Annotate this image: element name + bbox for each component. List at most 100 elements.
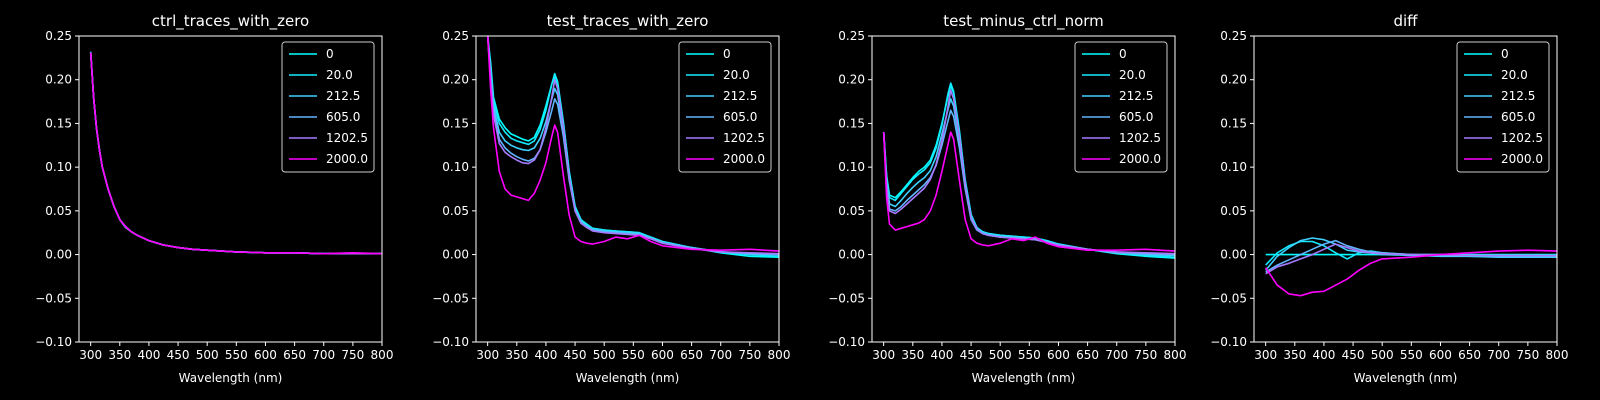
- legend-label: 1202.5: [723, 131, 765, 145]
- series-line-20-0: [1265, 240, 1557, 266]
- x-tick-label: 700: [1487, 348, 1510, 362]
- legend-label: 2000.0: [723, 152, 765, 166]
- x-tick-label: 300: [79, 348, 102, 362]
- chart-title: ctrl_traces_with_zero: [152, 12, 309, 31]
- x-tick-label: 600: [1047, 348, 1070, 362]
- x-tick-label: 550: [1018, 348, 1041, 362]
- legend-label: 212.5: [1119, 89, 1153, 103]
- legend-label: 2000.0: [1501, 152, 1543, 166]
- legend-label: 2000.0: [326, 152, 368, 166]
- series-line-2000-0: [486, 36, 779, 252]
- legend-label: 212.5: [723, 89, 757, 103]
- x-tick-label: 800: [768, 348, 791, 362]
- x-tick-label: 400: [534, 348, 557, 362]
- y-tick-label: 0.05: [1220, 204, 1247, 218]
- chart-panel-1: ctrl_traces_with_zero 300 350 400 450 500 550 6…: [35, 12, 393, 385]
- chart-title: test_minus_ctrl_norm: [943, 12, 1104, 31]
- axes-frame: [871, 35, 1176, 343]
- chart-panel-2: test_traces_with_zero 300 350 400 450 500 550 6…: [432, 12, 790, 385]
- x-tick-label: 600: [254, 348, 277, 362]
- x-tick-label: 500: [989, 348, 1012, 362]
- y-tick-label: 0.20: [838, 73, 865, 87]
- chart-title: diff: [1393, 12, 1418, 30]
- x-tick-label: 650: [283, 348, 306, 362]
- x-tick-label: 500: [196, 348, 219, 362]
- x-tick-label: 450: [1342, 348, 1365, 362]
- y-tick-label: −0.10: [1210, 335, 1247, 349]
- y-tick-label: 0.00: [838, 248, 865, 262]
- x-tick-label: 750: [1516, 348, 1539, 362]
- y-tick-label: 0.05: [45, 204, 72, 218]
- chart-title: test_traces_with_zero: [547, 12, 709, 31]
- x-tick-label: 650: [1458, 348, 1481, 362]
- x-tick-label: 350: [108, 348, 131, 362]
- y-tick-label: 0.25: [45, 29, 72, 43]
- x-tick-label: 400: [930, 348, 953, 362]
- legend-label: 0: [326, 47, 334, 61]
- x-tick-label: 550: [1400, 348, 1423, 362]
- y-tick-label: −0.05: [828, 291, 865, 305]
- y-tick-label: 0.15: [838, 116, 865, 130]
- x-tick-label: 750: [1134, 348, 1157, 362]
- legend: 0 20.0 212.5 605.0 1202.5 2000.0: [281, 41, 375, 173]
- x-axis-label: Wavelength (nm): [576, 371, 680, 385]
- x-tick-label: 550: [622, 348, 645, 362]
- x-tick-label: 300: [476, 348, 499, 362]
- x-tick-label: 700: [709, 348, 732, 362]
- series-line-2000-0: [882, 131, 1175, 252]
- x-tick-label: 350: [1283, 348, 1306, 362]
- y-tick-label: 0.25: [1220, 29, 1247, 43]
- series-lines: [1265, 237, 1557, 297]
- legend-label: 605.0: [1501, 110, 1535, 124]
- y-tick-label: 0.15: [1220, 116, 1247, 130]
- legend: 0 20.0 212.5 605.0 1202.5 2000.0: [1074, 41, 1168, 173]
- x-tick-label: 550: [225, 348, 248, 362]
- series-line-212-5: [1265, 237, 1557, 271]
- y-tick-label: 0.20: [45, 73, 72, 87]
- y-tick-label: 0.20: [1220, 73, 1247, 87]
- y-tick-label: 0.20: [442, 73, 469, 87]
- legend-label: 1202.5: [1119, 131, 1161, 145]
- series-line-2000-0: [1265, 249, 1557, 297]
- legend-label: 1202.5: [1501, 131, 1543, 145]
- x-tick-label: 700: [1105, 348, 1128, 362]
- y-tick-label: 0.00: [45, 248, 72, 262]
- axes-frame: [475, 35, 780, 343]
- y-tick-label: −0.10: [828, 335, 865, 349]
- y-tick-label: 0.15: [442, 116, 469, 130]
- series-lines: [486, 36, 779, 258]
- y-tick-label: 0.10: [442, 160, 469, 174]
- legend-label: 212.5: [1501, 89, 1535, 103]
- legend: 0 20.0 212.5 605.0 1202.5 2000.0: [678, 41, 772, 173]
- y-tick-label: −0.10: [35, 335, 72, 349]
- x-tick-label: 450: [960, 348, 983, 362]
- axes-frame: [1253, 35, 1558, 343]
- y-tick-label: 0.10: [1220, 160, 1247, 174]
- chart-panel-3: test_minus_ctrl_norm 300 350 400 450 500 550 60…: [828, 12, 1186, 385]
- x-tick-label: 650: [680, 348, 703, 362]
- y-tick-label: 0.15: [45, 116, 72, 130]
- x-tick-label: 450: [564, 348, 587, 362]
- y-tick-label: 0.25: [838, 29, 865, 43]
- x-tick-label: 750: [738, 348, 761, 362]
- y-tick-label: 0.10: [838, 160, 865, 174]
- x-tick-label: 500: [593, 348, 616, 362]
- series-lines: [882, 82, 1175, 259]
- x-tick-label: 650: [1076, 348, 1099, 362]
- legend: 0 20.0 212.5 605.0 1202.5 2000.0: [1456, 41, 1550, 173]
- legend-label: 212.5: [326, 89, 360, 103]
- y-tick-label: 0.00: [442, 248, 469, 262]
- x-tick-label: 300: [1254, 348, 1277, 362]
- y-tick-label: 0.25: [442, 29, 469, 43]
- x-tick-label: 350: [505, 348, 528, 362]
- chart-panel-4: diff 300 350 400 450 500 550 600 650 700 750 800 −0.…: [1210, 12, 1568, 385]
- y-tick-label: −0.05: [432, 291, 469, 305]
- y-tick-label: 0.05: [838, 204, 865, 218]
- x-axis-label: Wavelength (nm): [1354, 371, 1458, 385]
- y-tick-label: −0.05: [1210, 291, 1247, 305]
- x-tick-label: 600: [1429, 348, 1452, 362]
- x-tick-label: 500: [1371, 348, 1394, 362]
- x-tick-label: 800: [371, 348, 394, 362]
- legend-label: 1202.5: [326, 131, 368, 145]
- series-line-20-0: [486, 36, 779, 258]
